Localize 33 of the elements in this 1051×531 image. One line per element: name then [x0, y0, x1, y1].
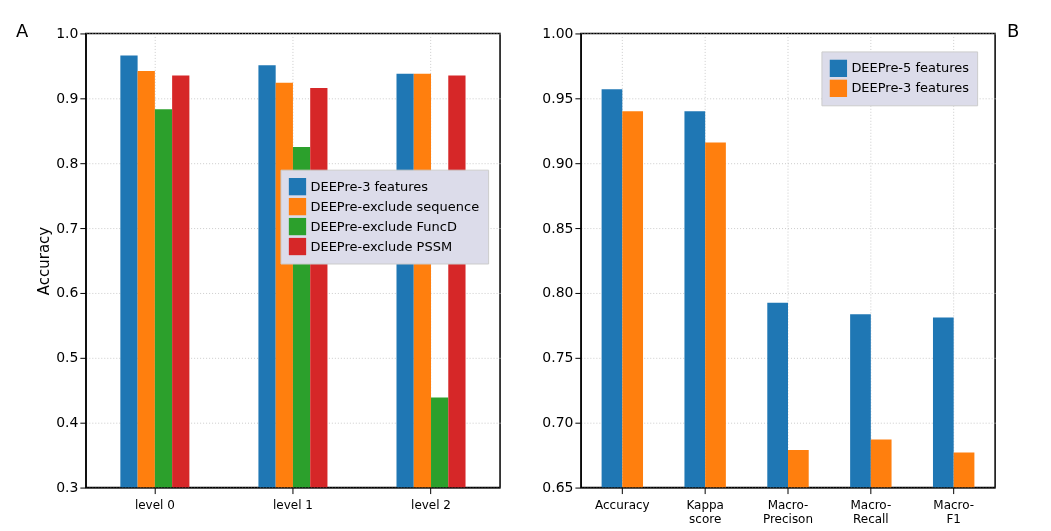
y-tick-label: 0.5 — [56, 349, 79, 366]
legend-label: DEEPre-3 features — [851, 80, 970, 96]
y-tick-label: 0.9 — [56, 89, 79, 106]
y-tick-label: 0.90 — [542, 154, 574, 171]
legend-label: DEEPre-3 features — [310, 178, 429, 194]
y-tick-label: 0.3 — [56, 479, 79, 496]
y-tick-label: 0.85 — [542, 219, 574, 236]
y-tick-label: 0.7 — [56, 219, 79, 236]
y-tick-label: 0.6 — [56, 284, 79, 301]
legend-label: DEEPre-exclude sequence — [310, 198, 480, 214]
x-tick-label: Macro- Recall — [850, 498, 892, 527]
x-tick-label: level 2 — [411, 498, 451, 513]
y-tick-label: 0.4 — [56, 414, 79, 431]
text: B — [1007, 20, 1020, 42]
legend-label: DEEPre-exclude FuncD — [310, 218, 457, 234]
x-tick-label: Kappa score — [686, 498, 724, 527]
legend-label: DEEPre-5 features — [851, 60, 970, 76]
y-tick-label: 0.70 — [542, 414, 574, 431]
y-axis-title: Accuracy — [35, 226, 54, 296]
y-tick-label: 0.95 — [542, 89, 574, 106]
y-tick-label: 0.8 — [56, 154, 79, 171]
y-tick-label: 0.80 — [542, 284, 574, 301]
y-tick-label: 0.65 — [542, 479, 574, 496]
x-tick-label: Macro- Precison — [762, 498, 814, 527]
y-tick-label: 1.0 — [56, 24, 79, 41]
x-tick-label: level 0 — [134, 498, 175, 513]
x-tick-label: level 1 — [273, 498, 313, 513]
legend-label: DEEPre-exclude PSSM — [310, 238, 453, 254]
x-tick-label: Macro- F1 — [933, 498, 975, 527]
x-tick-label: Accuracy — [594, 498, 650, 513]
y-tick-label: 1.00 — [542, 24, 574, 41]
text: A — [15, 20, 29, 42]
y-tick-label: 0.75 — [542, 349, 574, 366]
